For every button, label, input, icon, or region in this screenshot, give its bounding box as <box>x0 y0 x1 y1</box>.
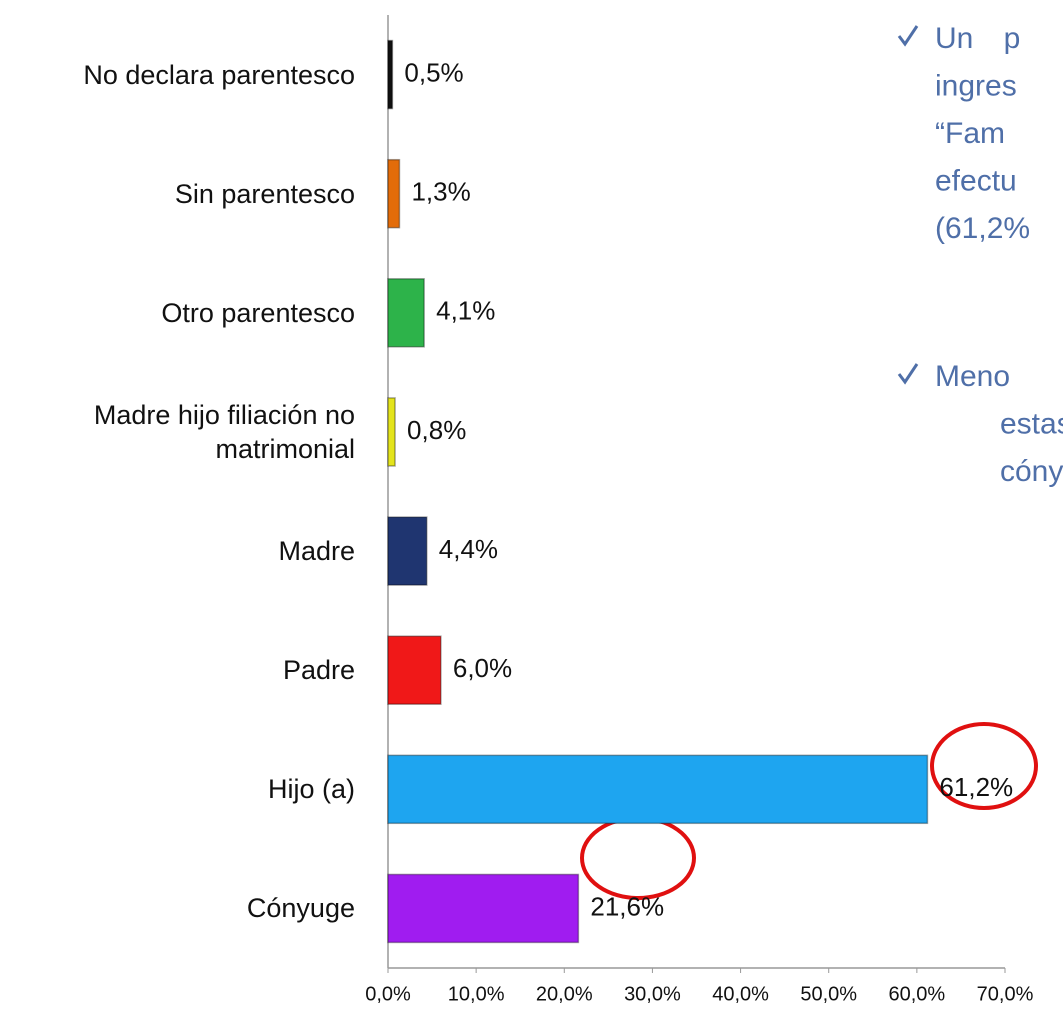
data-label: 1,3% <box>411 177 470 207</box>
bar <box>387 635 442 705</box>
y-tick-label: Cónyuge <box>246 893 355 924</box>
data-label: 4,1% <box>436 296 495 326</box>
bar <box>387 397 396 467</box>
x-tick-label: 0,0% <box>365 983 411 1005</box>
y-tick-label: Madre <box>278 536 355 567</box>
annotation: Un p <box>935 22 1020 55</box>
annotation: (61,2% <box>935 212 1030 245</box>
annotation: cóny <box>1000 455 1063 488</box>
x-tick-label: 20,0% <box>536 983 593 1005</box>
bar <box>387 754 929 825</box>
y-tick-label: Sin parentesco <box>174 178 355 209</box>
x-tick-label: 40,0% <box>712 983 769 1005</box>
x-tick-label: 50,0% <box>800 983 857 1005</box>
annotation: ingres <box>935 69 1017 102</box>
bar <box>387 158 401 229</box>
x-tick-label: 60,0% <box>888 983 945 1005</box>
y-tick-label: No declara parentesco <box>83 59 355 90</box>
highlight-circle <box>930 722 1038 810</box>
bar <box>387 873 580 944</box>
y-tick-label: Madre hijo filiación no matrimonial <box>93 399 355 464</box>
data-label: 21,6% <box>590 891 664 921</box>
annotation: estas <box>1000 407 1063 440</box>
x-tick-label: 30,0% <box>624 983 681 1005</box>
data-label: 61,2% <box>939 772 1013 802</box>
annotation: “Fam <box>935 117 1005 150</box>
x-tick-label: 10,0% <box>448 983 505 1005</box>
data-label: 4,4% <box>439 534 498 564</box>
data-label: 0,5% <box>404 57 463 87</box>
x-tick-label: 70,0% <box>977 983 1034 1005</box>
data-label: 0,8% <box>407 415 466 445</box>
y-tick-label: Padre <box>282 655 355 686</box>
bar <box>387 516 428 586</box>
check-icon <box>897 25 919 47</box>
data-label: 6,0% <box>453 653 512 683</box>
annotation: Meno <box>935 360 1010 393</box>
y-tick-label: Hijo (a) <box>267 774 355 805</box>
annotation: efectu <box>935 164 1017 197</box>
y-tick-label: Otro parentesco <box>161 297 355 328</box>
bar <box>387 278 425 348</box>
bar <box>387 39 394 110</box>
check-icon <box>897 363 919 385</box>
highlight-circle <box>580 816 696 900</box>
